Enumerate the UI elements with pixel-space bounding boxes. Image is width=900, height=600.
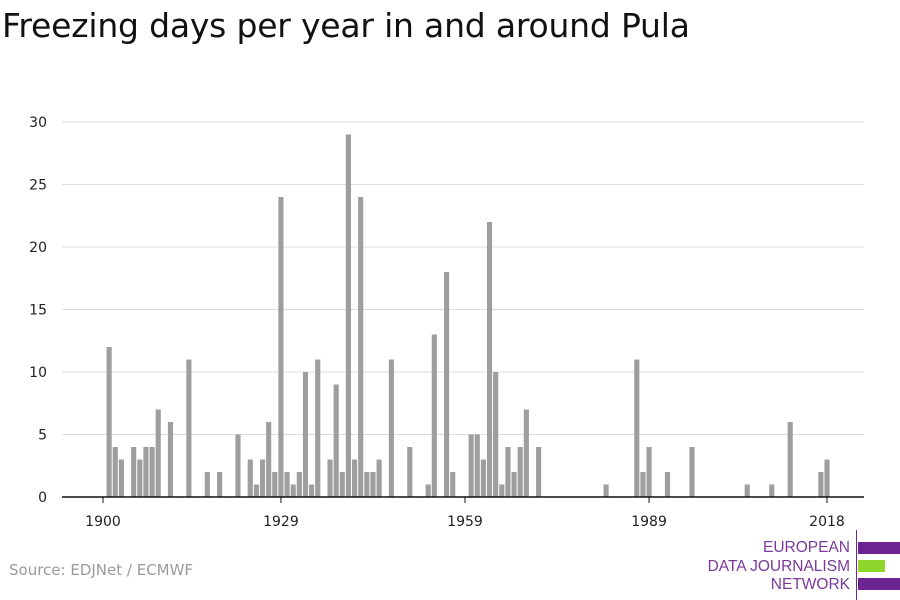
x-tick-label: 1929 <box>263 514 299 530</box>
bar <box>505 447 511 497</box>
edjnet-logo: EUROPEAN DATA JOURNALISM NETWORK <box>700 530 900 600</box>
y-axis: 0 5 10 15 20 25 30 <box>29 115 47 506</box>
bar <box>431 334 437 497</box>
y-tick-label: 10 <box>29 365 47 381</box>
bar <box>247 459 253 497</box>
bar <box>388 359 394 497</box>
bar <box>217 472 223 497</box>
bar <box>536 447 542 497</box>
bar <box>155 409 161 497</box>
bar <box>351 459 358 497</box>
x-axis: 1900 1929 1959 1989 2018 <box>85 497 845 530</box>
y-tick-label: 0 <box>38 490 47 506</box>
bar <box>137 459 143 497</box>
bar <box>327 459 333 497</box>
bar <box>370 472 376 497</box>
logo-bar-purple-top <box>858 542 900 554</box>
logo-text-line-1: EUROPEAN <box>763 539 850 556</box>
bar <box>499 484 505 497</box>
bar <box>106 347 112 497</box>
bar <box>474 434 480 497</box>
bar <box>523 409 529 497</box>
bar <box>689 447 695 497</box>
bar <box>818 472 824 497</box>
bar <box>364 472 370 497</box>
bar <box>186 359 192 497</box>
bar <box>646 447 652 497</box>
bar <box>511 472 517 497</box>
bar <box>376 459 382 497</box>
bar <box>468 434 474 497</box>
x-tick-label: 1900 <box>85 514 121 530</box>
bar <box>315 359 321 497</box>
bar <box>603 484 609 497</box>
bar <box>787 422 793 497</box>
bar <box>444 272 450 497</box>
bar <box>253 484 259 497</box>
bar <box>302 372 309 497</box>
bar <box>131 447 137 497</box>
bar <box>345 134 351 497</box>
y-tick-label: 5 <box>38 428 47 444</box>
logo-bar-green <box>858 560 885 572</box>
bar <box>204 472 210 497</box>
logo-bar-purple-bottom <box>858 578 900 590</box>
bar <box>149 447 155 497</box>
x-tick-label: 1959 <box>447 514 483 530</box>
y-tick-label: 15 <box>29 303 47 319</box>
bar <box>290 484 296 497</box>
x-tick-label: 2018 <box>809 514 845 530</box>
y-tick-label: 25 <box>29 178 47 194</box>
bar <box>486 222 493 497</box>
bar <box>259 459 266 497</box>
bar <box>235 434 241 497</box>
bar <box>744 484 750 497</box>
bar <box>266 422 272 497</box>
y-tick-label: 20 <box>29 240 47 256</box>
bar <box>296 472 302 497</box>
bar <box>272 472 278 497</box>
logo-rule <box>856 530 857 600</box>
gridlines <box>62 121 864 435</box>
bar <box>517 447 523 497</box>
bar <box>358 197 364 497</box>
x-tick-label: 1989 <box>631 514 667 530</box>
bar <box>143 447 149 497</box>
y-tick-label: 30 <box>29 115 47 131</box>
source-note: Source: EDJNet / ECMWF <box>9 561 194 579</box>
bar <box>284 472 290 497</box>
bar <box>167 422 174 497</box>
bar <box>112 447 118 497</box>
bar <box>309 484 315 497</box>
logo-text-line-3: NETWORK <box>770 576 850 593</box>
bar <box>493 372 499 497</box>
chart-title: Freezing days per year in and around Pul… <box>2 6 690 45</box>
bars <box>106 134 830 497</box>
bar <box>450 472 456 497</box>
bar <box>407 447 413 497</box>
bar <box>664 472 671 497</box>
logo-text-line-2: DATA JOURNALISM <box>707 558 850 575</box>
bar <box>480 459 486 497</box>
bar <box>118 459 124 497</box>
bar <box>640 472 646 497</box>
bar <box>278 197 284 497</box>
bar <box>333 384 339 497</box>
bar <box>339 472 345 497</box>
bar <box>769 484 775 497</box>
bar <box>824 459 830 497</box>
bar <box>425 484 431 497</box>
bar <box>634 359 640 497</box>
